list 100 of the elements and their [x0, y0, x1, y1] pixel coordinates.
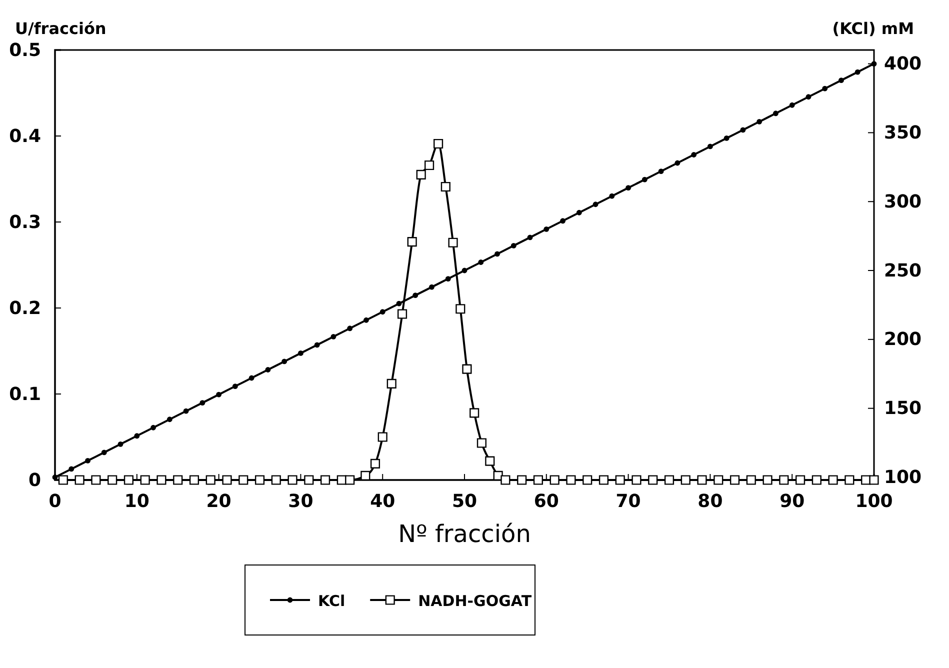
point: [544, 226, 550, 232]
point: [871, 61, 877, 66]
point: [222, 475, 232, 485]
y-tick-label: 0.5: [9, 40, 41, 61]
point: [838, 78, 844, 84]
point: [200, 400, 206, 406]
point: [470, 408, 480, 418]
point: [550, 475, 560, 485]
x-axis-title: Nº fracción: [398, 520, 531, 548]
point: [691, 152, 697, 158]
point: [254, 475, 265, 485]
x-tick-label: 90: [780, 490, 805, 512]
point: [434, 138, 444, 149]
point: [407, 236, 417, 247]
point: [397, 309, 408, 319]
x-tick-label: 40: [370, 490, 396, 512]
point: [248, 375, 254, 381]
y2-tick-label: 250: [884, 260, 922, 282]
x-tick-label: 60: [534, 490, 559, 512]
point: [74, 475, 84, 485]
point: [789, 102, 795, 108]
point: [424, 160, 434, 170]
point: [380, 309, 386, 315]
point: [216, 392, 222, 398]
point: [314, 342, 320, 348]
point: [582, 475, 592, 485]
point: [282, 358, 288, 364]
point: [560, 218, 566, 224]
x-tick-label: 10: [124, 490, 150, 512]
point: [828, 475, 838, 485]
point: [150, 424, 156, 430]
legend-label: NADH-GOGAT: [418, 592, 532, 610]
point: [232, 384, 238, 389]
point: [386, 378, 396, 388]
point: [238, 475, 248, 485]
point: [134, 433, 140, 439]
point: [598, 475, 609, 485]
point: [58, 475, 68, 485]
point: [664, 475, 674, 485]
point: [632, 475, 642, 485]
point: [360, 470, 370, 480]
point: [396, 300, 402, 306]
y-axis-title: U/fracción: [15, 19, 106, 38]
point: [462, 268, 468, 274]
y2-tick-label: 300: [884, 191, 922, 212]
point: [680, 475, 690, 485]
x-tick-label: 70: [616, 490, 641, 512]
point: [762, 475, 772, 485]
point: [68, 466, 74, 472]
point: [304, 475, 314, 485]
y-tick-label: 0.2: [9, 298, 41, 319]
point: [674, 160, 680, 166]
y2-tick-label: 150: [884, 398, 922, 420]
point: [576, 210, 582, 216]
point: [124, 475, 134, 485]
x-tick-label: 30: [288, 490, 314, 512]
point: [812, 475, 822, 485]
point: [642, 176, 648, 182]
y-tick-label: 0.4: [9, 126, 41, 147]
point: [779, 475, 789, 485]
point: [485, 456, 495, 466]
point: [714, 475, 724, 485]
x-tick-label: 20: [206, 490, 232, 512]
point: [108, 475, 118, 485]
point: [173, 475, 183, 485]
point: [271, 475, 281, 485]
point: [462, 364, 472, 374]
point: [724, 136, 730, 141]
point: [412, 292, 418, 298]
point: [206, 475, 216, 485]
point: [500, 475, 510, 485]
point: [440, 182, 450, 192]
point: [52, 474, 58, 480]
point: [445, 276, 451, 282]
point: [658, 168, 664, 174]
point: [320, 475, 330, 485]
point: [517, 475, 527, 485]
point: [288, 475, 298, 485]
point: [707, 144, 713, 150]
y2-tick-label: 100: [884, 467, 922, 488]
y-tick-label: 0: [28, 470, 41, 491]
point: [476, 438, 486, 448]
y2-axis-title: (KCl) mM: [832, 19, 914, 38]
point: [566, 475, 576, 485]
point: [91, 475, 101, 485]
point: [869, 475, 879, 485]
point: [756, 118, 762, 124]
y2-tick-label: 400: [884, 54, 922, 75]
point: [773, 110, 778, 116]
point: [364, 317, 369, 323]
y2-tick-label: 200: [884, 329, 922, 350]
point: [85, 458, 90, 464]
point: [101, 450, 107, 456]
point: [330, 334, 336, 340]
point: [844, 475, 854, 485]
x-tick-label: 80: [698, 490, 723, 512]
point: [527, 234, 533, 240]
point: [615, 475, 625, 485]
point: [697, 475, 707, 485]
point: [609, 193, 615, 199]
